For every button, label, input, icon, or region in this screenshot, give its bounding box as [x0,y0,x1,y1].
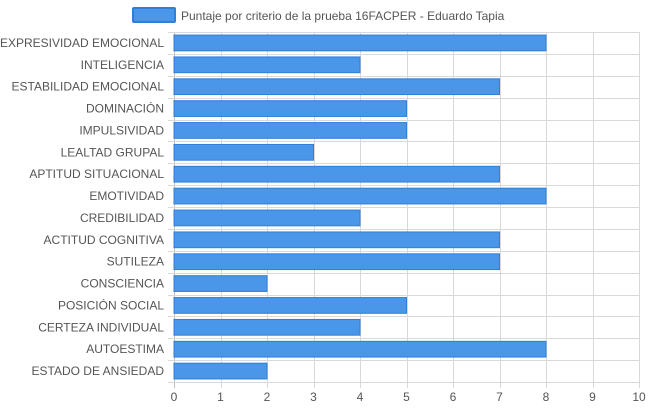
bar[interactable] [173,362,268,380]
bar[interactable] [173,122,407,139]
x-tick-label: 1 [217,390,224,404]
y-tick-label: ACTITUD COGNITIVA [44,233,164,247]
y-tick-label: LEALTAD GRUPAL [61,145,165,159]
bars [173,34,547,380]
y-tick-label: AUTOESTIMA [86,342,164,356]
x-tick-label: 10 [632,390,646,404]
y-tick-label: CREDIBILIDAD [80,211,164,225]
x-tick-label: 5 [403,390,410,404]
bar[interactable] [173,275,268,292]
y-tick-label: APTITUD SITUACIONAL [29,167,164,181]
bar[interactable] [173,318,361,336]
bar[interactable] [173,143,314,161]
bar[interactable] [173,253,500,271]
y-tick-label: ESTABILIDAD EMOCIONAL [12,80,165,94]
legend-label: Puntaje por criterio de la prueba 16FACP… [181,9,505,23]
bar[interactable] [173,165,500,183]
bar[interactable] [173,78,500,96]
bar[interactable] [173,340,547,358]
y-tick-label: INTELIGENCIA [81,58,164,72]
x-tick-label: 8 [543,390,550,404]
legend[interactable]: Puntaje por criterio de la prueba 16FACP… [132,7,505,23]
x-tick-label: 3 [310,390,317,404]
x-tick-label: 0 [171,390,178,404]
bar[interactable] [173,297,407,314]
x-axis-labels: 0 1 2 3 4 5 6 7 8 9 10 [171,390,646,404]
bar[interactable] [173,209,361,227]
x-tick-label: 4 [357,390,364,404]
x-tick-label: 7 [496,390,503,404]
y-tick-label: CERTEZA INDIVIDUAL [38,320,164,334]
bar[interactable] [173,100,407,117]
bar[interactable] [173,34,547,52]
y-tick-label: ESTADO DE ANSIEDAD [32,364,165,378]
bar[interactable] [173,231,500,249]
x-tick-label: 9 [589,390,596,404]
y-tick-label: EMOTIVIDAD [89,189,164,203]
y-tick-label: IMPULSIVIDAD [79,123,164,137]
y-tick-label: CONSCIENCIA [81,277,164,291]
y-tick-label: POSICIÓN SOCIAL [58,297,164,312]
x-tick-label: 2 [264,390,271,404]
y-axis-labels: EXPRESIVIDAD EMOCIONAL INTELIGENCIA ESTABI… [0,36,164,378]
bar[interactable] [173,187,547,205]
x-tick-label: 6 [450,390,457,404]
y-tick-label: EXPRESIVIDAD EMOCIONAL [0,36,164,50]
y-tick-label: SUTILEZA [107,255,164,269]
bar[interactable] [173,56,361,74]
y-tick-label: DOMINACIÓN [86,101,164,116]
legend-swatch [132,7,176,23]
